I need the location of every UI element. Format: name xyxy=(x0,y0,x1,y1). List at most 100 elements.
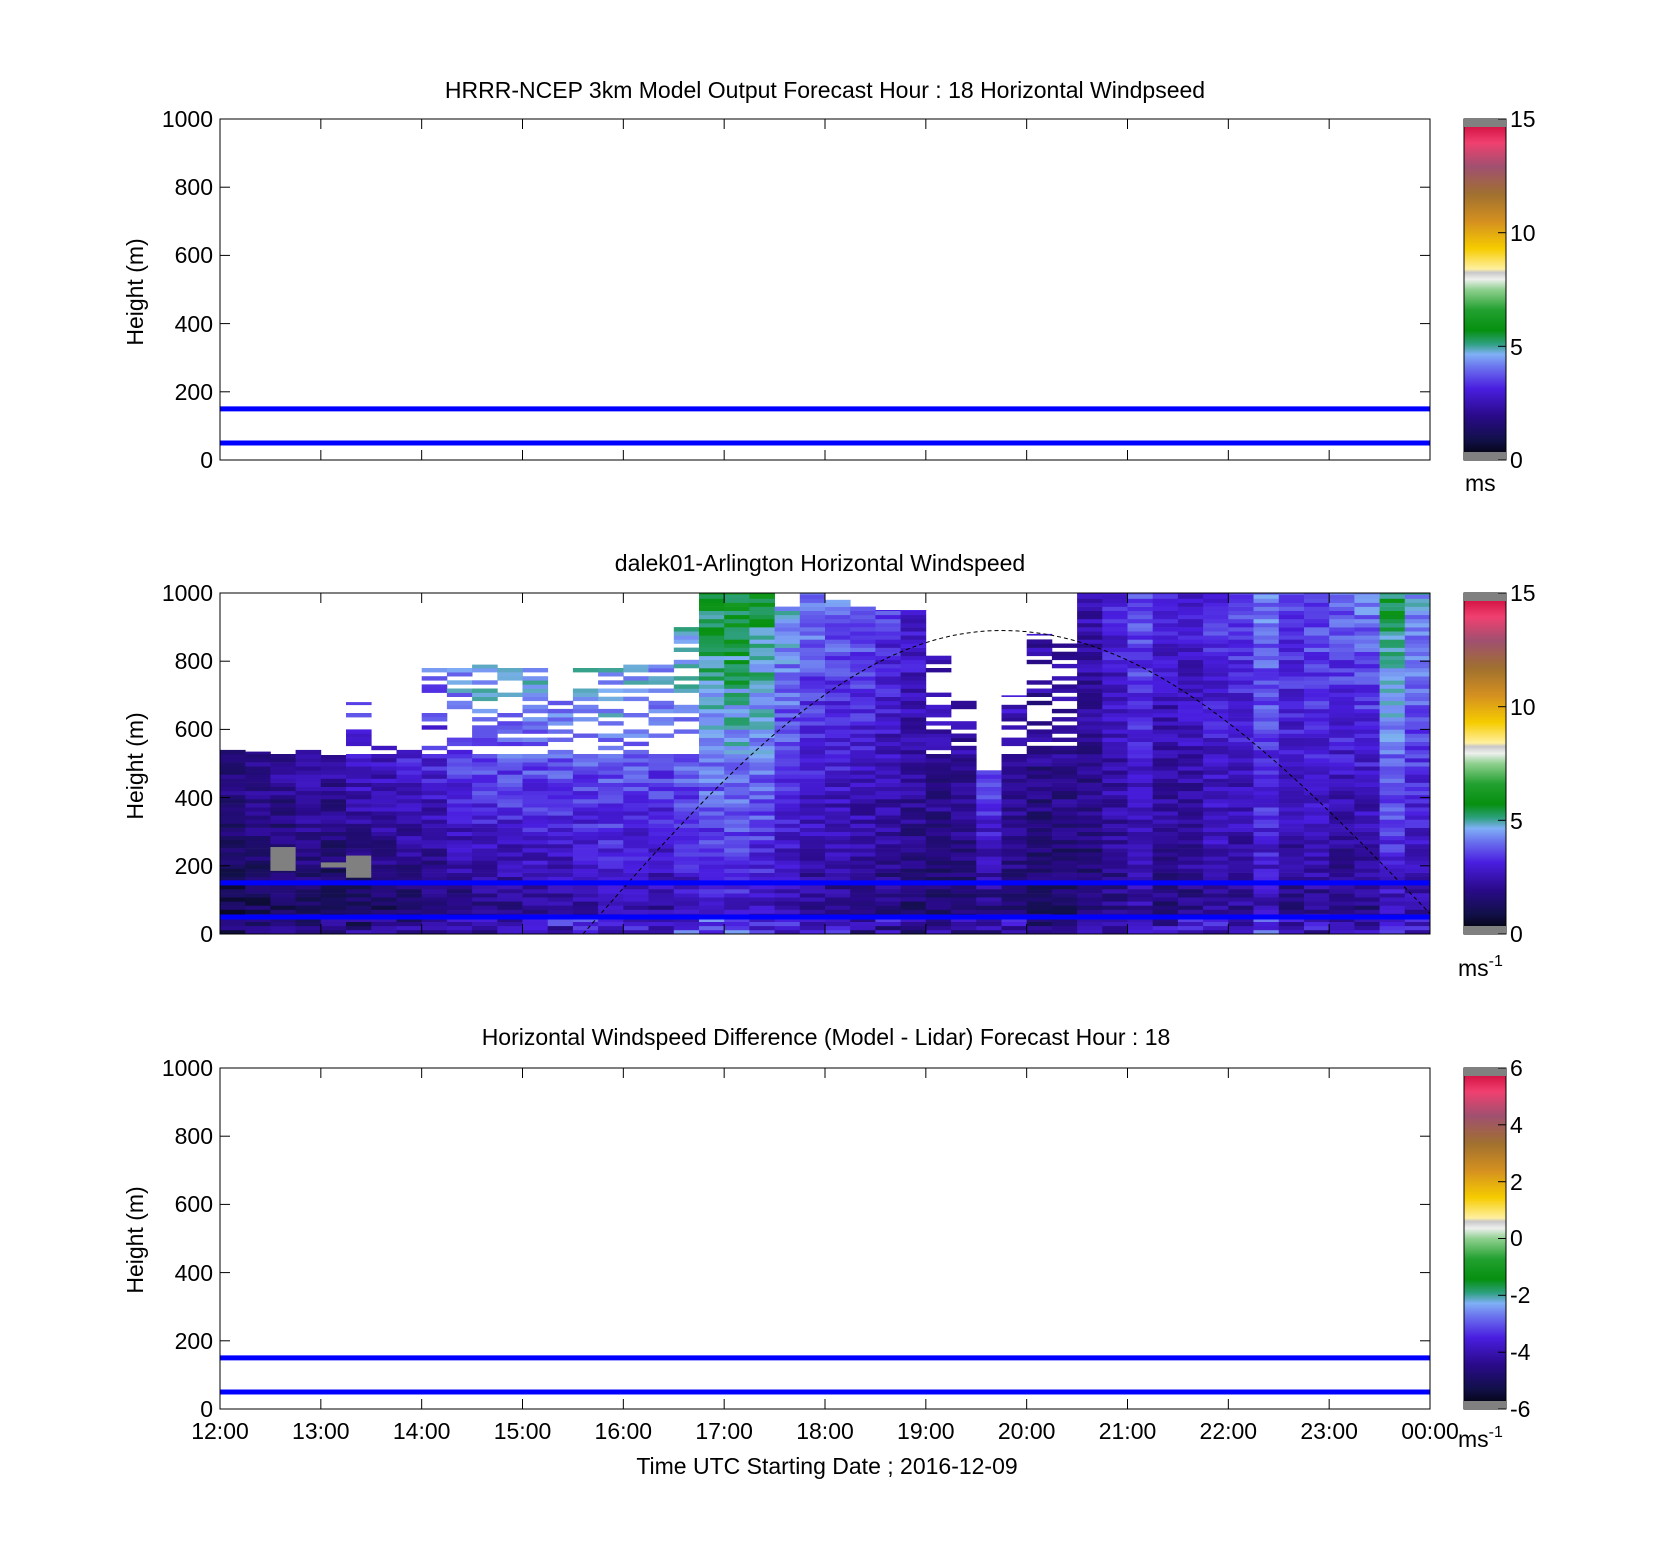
heatmap-cell xyxy=(1001,811,1028,816)
heatmap-cell xyxy=(1228,774,1254,779)
heatmap-cell xyxy=(1177,766,1204,771)
heatmap-cell xyxy=(799,758,826,763)
heatmap-cell xyxy=(1253,876,1280,882)
heatmap-cell xyxy=(1177,729,1204,734)
heatmap-cell xyxy=(547,819,574,824)
heatmap-cell xyxy=(1152,598,1179,603)
heatmap-cell xyxy=(774,627,801,632)
heatmap-cell xyxy=(1001,819,1028,824)
heatmap-cell xyxy=(1228,737,1254,742)
heatmap-cell xyxy=(320,921,347,927)
heatmap-cell xyxy=(1253,733,1280,738)
heatmap-cell xyxy=(320,770,347,775)
heatmap-cell xyxy=(1329,741,1355,747)
heatmap-cell xyxy=(1304,901,1330,906)
heatmap-cell xyxy=(320,766,347,771)
heatmap-cell xyxy=(446,680,473,685)
heatmap-cell xyxy=(1304,839,1330,845)
heatmap-cell xyxy=(1203,606,1229,611)
heatmap-cell xyxy=(1354,876,1380,882)
heatmap-cell xyxy=(699,819,725,824)
heatmap-cell xyxy=(774,827,801,832)
heatmap-cell xyxy=(1177,835,1204,841)
heatmap-cell xyxy=(925,917,952,922)
heatmap-cell xyxy=(925,782,952,787)
heatmap-cell xyxy=(295,749,322,755)
heatmap-cell xyxy=(648,876,675,882)
heatmap-cell xyxy=(1379,643,1406,648)
heatmap-cell xyxy=(522,844,549,849)
heatmap-cell xyxy=(295,889,322,894)
heatmap-cell xyxy=(1177,684,1204,689)
heatmap-cell xyxy=(875,725,901,730)
heatmap-cell xyxy=(850,794,876,800)
heatmap-cell xyxy=(825,725,851,730)
heatmap-cell xyxy=(875,668,901,673)
heatmap-cell xyxy=(1051,766,1078,771)
heatmap-cell xyxy=(346,848,372,853)
heatmap-cell xyxy=(1253,618,1280,624)
heatmap-cell xyxy=(1404,835,1431,841)
heatmap-cell xyxy=(1329,925,1355,931)
heatmap-cell xyxy=(825,921,851,927)
heatmap-cell xyxy=(1026,803,1053,808)
heatmap-cell xyxy=(976,823,1002,828)
heatmap-cell xyxy=(396,884,423,890)
heatmap-cell xyxy=(1354,692,1380,697)
heatmap-cell xyxy=(1379,725,1406,730)
heatmap-cell xyxy=(1404,594,1431,599)
heatmap-cell xyxy=(346,831,372,837)
heatmap-cell xyxy=(825,774,851,779)
y-tick-label: 0 xyxy=(200,447,213,473)
heatmap-cell xyxy=(1379,618,1406,624)
heatmap-cell xyxy=(598,901,624,906)
heatmap-cell xyxy=(1001,884,1028,890)
heatmap-cell xyxy=(472,692,498,697)
heatmap-cell xyxy=(497,872,523,877)
heatmap-cell xyxy=(1051,655,1078,661)
heatmap-cell xyxy=(1379,819,1406,824)
heatmap-cell xyxy=(1404,684,1431,689)
heatmap-cell xyxy=(522,790,549,796)
heatmap-cell xyxy=(270,758,296,763)
heatmap-cell xyxy=(1177,631,1204,636)
heatmap-cell xyxy=(1026,762,1053,767)
heatmap-cell xyxy=(1152,774,1179,779)
heatmap-cell xyxy=(1026,864,1053,869)
heatmap-cell xyxy=(699,827,725,832)
heatmap-cell xyxy=(1051,807,1078,812)
heatmap-cell xyxy=(724,708,750,714)
heatmap-cell xyxy=(346,889,372,894)
heatmap-cell xyxy=(699,668,725,673)
heatmap-cell xyxy=(774,844,801,849)
heatmap-cell xyxy=(1051,745,1078,751)
heatmap-cell xyxy=(245,751,271,755)
heatmap-cell xyxy=(925,884,952,890)
heatmap-cell xyxy=(951,762,977,767)
y-tick-label: 400 xyxy=(175,311,213,337)
heatmap-cell xyxy=(825,786,851,792)
heatmap-cell xyxy=(1127,725,1154,730)
heatmap-cell xyxy=(572,835,599,841)
heatmap-cell xyxy=(1127,680,1154,685)
heatmap-cell xyxy=(1329,643,1355,648)
heatmap-cell xyxy=(245,860,271,865)
heatmap-cell xyxy=(774,770,801,775)
heatmap-cell xyxy=(1203,639,1229,644)
colorbar-tick-label: -6 xyxy=(1510,1396,1530,1422)
heatmap-cell xyxy=(320,889,347,894)
heatmap-cell xyxy=(623,668,649,673)
heatmap-cell xyxy=(1203,602,1229,607)
heatmap-cell xyxy=(1278,688,1305,693)
panel-title: dalek01-Arlington Horizontal Windspeed xyxy=(615,550,1025,576)
heatmap-cell xyxy=(648,807,675,812)
heatmap-cell xyxy=(1304,856,1330,861)
heatmap-cell xyxy=(1152,778,1179,783)
heatmap-cell xyxy=(572,733,599,738)
heatmap-cell xyxy=(1354,782,1380,787)
heatmap-cell xyxy=(1278,655,1305,661)
heatmap-cell xyxy=(1304,729,1330,734)
heatmap-cell xyxy=(371,762,397,767)
heatmap-cell xyxy=(724,651,750,657)
heatmap-cell xyxy=(925,807,952,812)
